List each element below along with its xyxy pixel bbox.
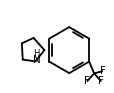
Text: F: F <box>97 76 103 86</box>
Text: H: H <box>33 49 40 58</box>
Text: N: N <box>33 56 40 65</box>
Text: F: F <box>84 76 89 86</box>
Text: F: F <box>99 66 105 76</box>
